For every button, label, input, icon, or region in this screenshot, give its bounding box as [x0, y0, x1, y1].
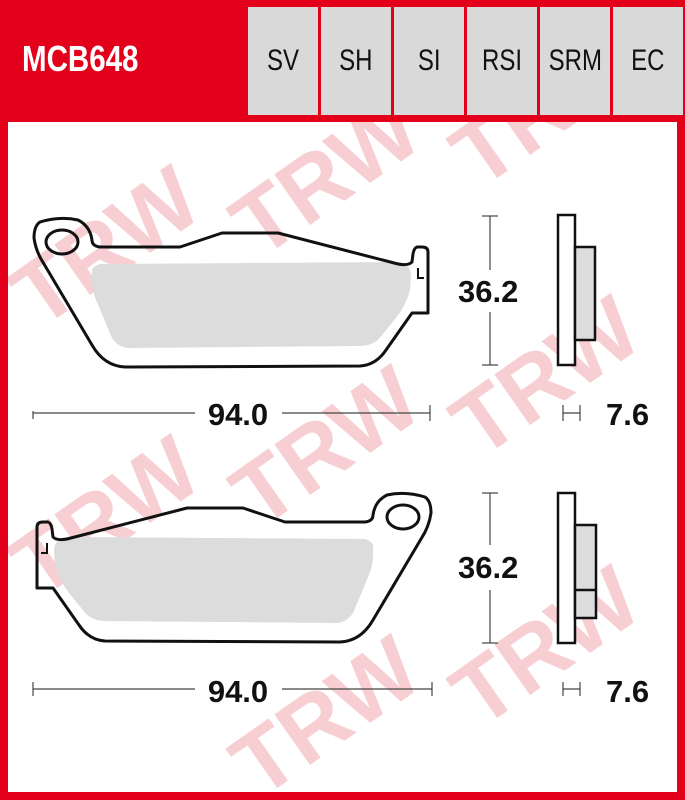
dimension-lines: [32, 215, 581, 696]
compound-label: RSI: [481, 44, 522, 77]
compound-table: SV SH SI RSI SRM EC: [248, 7, 683, 115]
compound-si: SI: [394, 7, 464, 115]
compound-label: SI: [417, 44, 441, 77]
compound-label: EC: [631, 44, 665, 77]
compound-sv: SV: [248, 7, 318, 115]
compound-label: SV: [266, 44, 300, 77]
compound-srm: SRM: [540, 7, 610, 115]
top-side-view: [556, 213, 597, 367]
svg-text:TRW: TRW: [434, 8, 658, 207]
top-height-label: 36.2: [458, 274, 518, 309]
compound-ec: EC: [613, 7, 683, 115]
top-thickness-label: 7.6: [606, 397, 649, 432]
compound-rsi: RSI: [467, 7, 537, 115]
svg-text:TRW: TRW: [214, 348, 438, 547]
bottom-length-label: 94.0: [208, 674, 268, 709]
top-length-label: 94.0: [208, 397, 268, 432]
bottom-height-label: 36.2: [458, 550, 518, 585]
bottom-side-view: [556, 491, 598, 645]
trw-watermark: TRW TRW TRW TRW TRW TRW TRW TRW: [8, 8, 658, 792]
compound-sh: SH: [321, 7, 391, 115]
compound-label: SH: [339, 44, 373, 77]
compound-label: SRM: [548, 44, 602, 77]
part-number: MCB648: [22, 38, 139, 79]
bottom-thickness-label: 7.6: [606, 674, 649, 709]
